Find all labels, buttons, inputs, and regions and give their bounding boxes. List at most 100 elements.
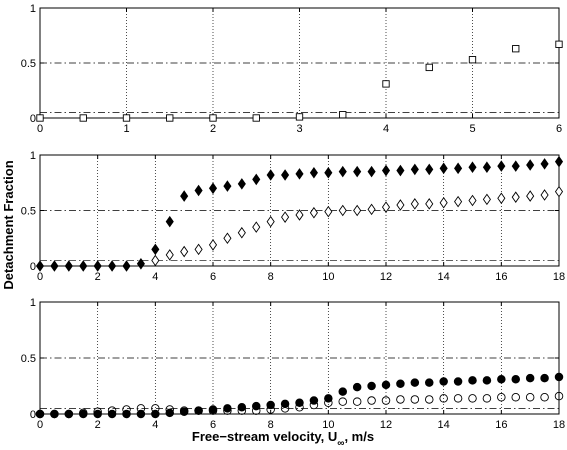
series-square-open [36,40,563,122]
data-point [50,260,59,272]
data-point [396,199,405,211]
data-point [93,407,102,417]
x-tick-label: 5 [469,123,475,135]
data-point [251,401,261,411]
data-point [382,80,390,88]
data-point [367,396,376,405]
data-point [468,376,477,385]
data-point [237,178,246,190]
data-point [179,406,189,415]
x-tick-label: 1 [123,123,129,135]
data-point [381,164,391,177]
data-point [208,239,218,251]
data-point [266,405,275,414]
data-point [252,221,261,233]
data-point [468,56,477,64]
data-point [396,379,405,389]
x-tick-label: 6 [210,419,216,431]
data-point [223,232,232,245]
data-point [526,159,535,171]
data-point [122,260,131,272]
x-tick-label: 16 [495,271,507,283]
data-point [237,406,247,415]
y-tick-label: 0.5 [21,353,36,365]
x-axis-label: Free−stream velocity, U∞, m/s [192,429,374,449]
x-tick-label: 2 [95,419,101,431]
x-tick-label: 4 [152,419,158,431]
data-point [324,394,333,403]
x-tick-label: 12 [380,271,392,283]
data-point [511,392,521,402]
panel-bottom: 0 2 4 6 8 10 12 14 16 18 0 0.5 1 [21,297,565,431]
data-point [281,211,290,223]
data-point [295,168,304,180]
data-point [497,192,506,205]
y-axis-label: Detachment Fraction [1,160,16,289]
x-tick-label: 10 [322,271,334,283]
data-point [511,191,520,203]
data-point [295,403,304,412]
series-circle-open [35,391,564,419]
data-point [151,254,160,267]
y-tick-label: 1 [30,3,36,15]
data-point [309,166,318,179]
data-point [251,406,261,415]
data-point [223,406,232,415]
data-point [35,260,45,272]
data-point [108,260,117,272]
data-point [497,160,506,172]
data-point [165,249,174,261]
data-point [425,378,434,387]
data-point [79,260,88,272]
data-point [165,215,174,228]
data-point [554,155,564,168]
x-tick-label: 3 [296,123,302,135]
x-tick-label: 14 [438,419,450,431]
x-tick-label: 18 [553,271,565,283]
x-tick-label: 18 [553,419,565,431]
data-point [410,163,419,176]
data-point [295,209,304,221]
data-point [554,185,564,198]
data-point [266,400,275,410]
data-point [439,377,448,386]
data-point [482,161,491,173]
y-tick-label: 1 [30,297,36,309]
data-point [209,114,217,122]
data-point [353,204,362,217]
panel-top: 0 1 2 3 4 5 6 0 0.5 1 [21,3,563,135]
data-point [166,114,174,122]
data-point [381,380,391,390]
y-tick-label: 0 [30,409,36,421]
x-tick-label: 16 [495,419,507,431]
data-point [554,372,564,382]
data-point [64,260,73,272]
data-point [482,394,492,403]
data-point [410,378,420,387]
data-point [309,206,318,219]
data-point [78,408,88,418]
data-point [540,189,549,201]
data-point [194,243,203,256]
x-tick-label: 8 [268,419,274,431]
data-point [223,404,232,413]
data-point [136,257,145,270]
data-point [352,382,362,392]
data-point [309,400,319,410]
data-point [468,194,477,207]
data-point [367,381,376,391]
data-point [511,375,521,384]
data-point [512,45,520,53]
x-tick-label: 8 [268,271,274,283]
data-point [410,395,420,404]
data-point [540,158,549,170]
y-tick-label: 0 [30,261,36,273]
data-point [526,190,535,202]
y-tick-label: 0.5 [21,206,36,218]
data-point [482,376,492,385]
data-point [453,394,463,403]
data-point [367,203,376,216]
data-point [525,392,535,402]
data-point [64,409,74,419]
x-tick-label: 12 [380,419,392,431]
